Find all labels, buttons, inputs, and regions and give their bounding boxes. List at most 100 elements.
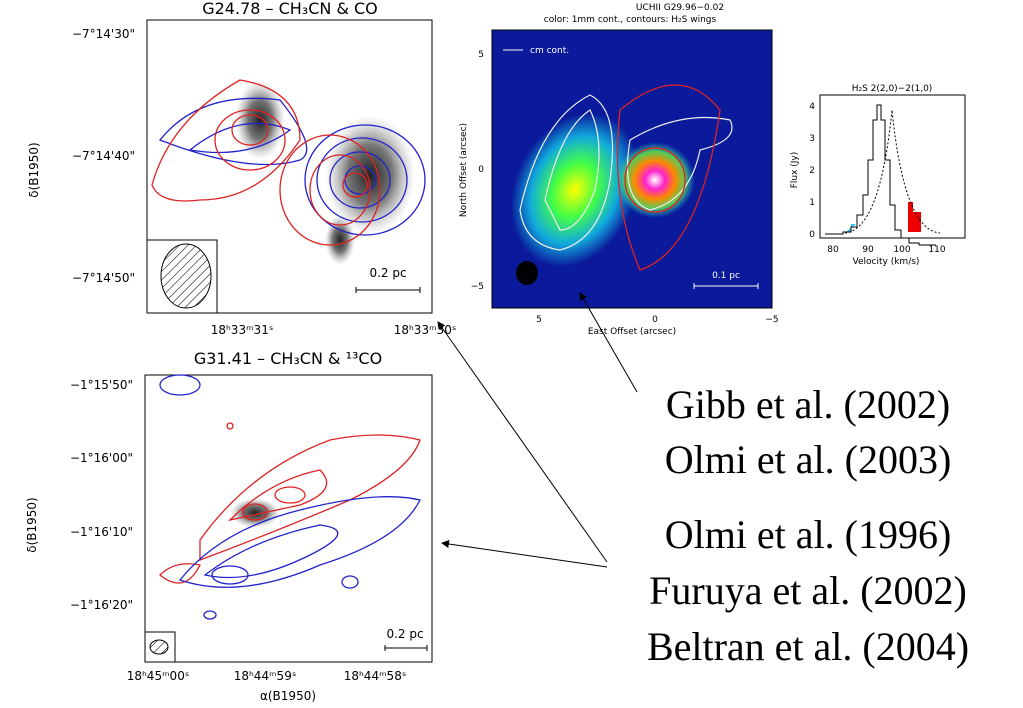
label: 100 bbox=[893, 245, 910, 255]
shape bbox=[304, 124, 426, 236]
label: G31.41 – CH₃CN & ¹³CO bbox=[194, 349, 382, 368]
label: −5 bbox=[765, 315, 778, 325]
label: δ(B1950) bbox=[25, 497, 39, 552]
shape bbox=[579, 292, 638, 393]
shape bbox=[227, 469, 328, 522]
label: 4 bbox=[809, 102, 815, 112]
label: −5 bbox=[471, 282, 484, 292]
label: 18ʰ45ᵐ00ˢ bbox=[127, 669, 190, 683]
shape bbox=[159, 422, 421, 584]
shape bbox=[437, 321, 608, 563]
shape bbox=[188, 122, 292, 154]
label: Flux (Jy) bbox=[790, 152, 800, 189]
shape bbox=[510, 113, 640, 267]
shape bbox=[226, 422, 234, 430]
shape bbox=[231, 114, 269, 146]
panel-g24: G24.78 – CH₃CN & CO −7°14'30" −7°14'40" … bbox=[27, 0, 456, 337]
label: 0.2 pc bbox=[369, 266, 406, 280]
shape bbox=[325, 215, 355, 265]
shape bbox=[160, 243, 212, 309]
label: 3 bbox=[809, 134, 815, 144]
reference: Furuya et al. (2002) bbox=[649, 568, 967, 613]
shape bbox=[158, 97, 426, 236]
label: 0 bbox=[809, 230, 815, 240]
frame bbox=[491, 29, 773, 309]
frame bbox=[146, 19, 433, 314]
references: Gibb et al. (2002) Olmi et al. (2003) Ol… bbox=[647, 382, 969, 669]
shape bbox=[516, 261, 538, 285]
shape bbox=[214, 109, 286, 171]
shape bbox=[158, 97, 308, 166]
label: UCHII G29.96−0.02 bbox=[636, 3, 724, 13]
label: α(B1950) bbox=[260, 689, 316, 703]
shape bbox=[203, 610, 217, 620]
label: 90 bbox=[862, 245, 874, 255]
shape bbox=[844, 109, 941, 234]
label: 5 bbox=[536, 315, 542, 325]
shape bbox=[316, 137, 408, 223]
shape bbox=[211, 565, 249, 585]
label: 18ʰ33ᵐ31ˢ bbox=[211, 323, 274, 337]
reference: Olmi et al. (1996) bbox=[665, 512, 952, 557]
shape bbox=[693, 283, 759, 289]
label: Velocity (km/s) bbox=[853, 257, 920, 267]
shape bbox=[825, 104, 936, 246]
panel-g31: G31.41 – CH₃CN & ¹³CO −1°15'50" −1°16'00… bbox=[25, 349, 433, 703]
label: 0.1 pc bbox=[712, 271, 740, 281]
label: 18ʰ44ᵐ59ˢ bbox=[234, 669, 297, 683]
shape bbox=[616, 84, 721, 271]
reference: Olmi et al. (2003) bbox=[665, 437, 952, 482]
label: North Offset (arcsec) bbox=[459, 123, 469, 217]
shape bbox=[274, 486, 306, 504]
shape bbox=[159, 374, 201, 396]
label: 80 bbox=[827, 245, 839, 255]
label: −7°14'40" bbox=[72, 149, 135, 163]
label: 0 bbox=[478, 165, 484, 175]
shape bbox=[384, 645, 428, 651]
shape bbox=[242, 503, 268, 521]
reference: Gibb et al. (2002) bbox=[666, 382, 950, 427]
label: 110 bbox=[928, 245, 945, 255]
label: G24.78 – CH₃CN & CO bbox=[202, 0, 378, 18]
frame bbox=[144, 631, 176, 663]
frame bbox=[146, 239, 218, 314]
shape bbox=[626, 116, 733, 211]
shape bbox=[441, 540, 608, 568]
shape bbox=[149, 639, 169, 655]
label: −1°16'10" bbox=[70, 525, 133, 539]
shape bbox=[519, 94, 733, 251]
shape bbox=[341, 575, 359, 589]
label: color: 1mm cont., contours: H₂S wings bbox=[544, 15, 717, 25]
frame bbox=[144, 374, 433, 663]
panel-h2s: H₂S 2(2,0)−2(1,0) 0 1 2 3 4 Flux (Jy) 80… bbox=[790, 84, 966, 267]
label: 0.2 pc bbox=[386, 627, 423, 641]
shape bbox=[203, 524, 339, 579]
shape bbox=[355, 287, 421, 293]
arrows bbox=[437, 292, 638, 568]
label: 2 bbox=[809, 166, 815, 176]
shape bbox=[615, 142, 695, 218]
frame bbox=[819, 94, 966, 239]
shape bbox=[235, 80, 285, 160]
shape bbox=[908, 202, 921, 232]
shape bbox=[544, 109, 600, 231]
label: 5 bbox=[478, 50, 484, 60]
label: δ(B1950) bbox=[27, 142, 41, 197]
shape bbox=[279, 134, 381, 246]
label: 0 bbox=[652, 315, 658, 325]
shape bbox=[624, 147, 686, 213]
label: −7°14'50" bbox=[72, 271, 135, 285]
shape bbox=[151, 79, 301, 202]
shape bbox=[159, 563, 201, 584]
label: East Offset (arcsec) bbox=[588, 327, 676, 337]
label: −1°16'20" bbox=[70, 598, 133, 612]
shape bbox=[342, 172, 368, 198]
label: −7°14'30" bbox=[72, 27, 135, 41]
shape bbox=[178, 496, 421, 588]
shape bbox=[309, 154, 371, 226]
shape bbox=[344, 165, 376, 195]
shape bbox=[199, 434, 421, 561]
label: −1°15'50" bbox=[70, 378, 133, 392]
label: −1°16'00" bbox=[70, 451, 133, 465]
